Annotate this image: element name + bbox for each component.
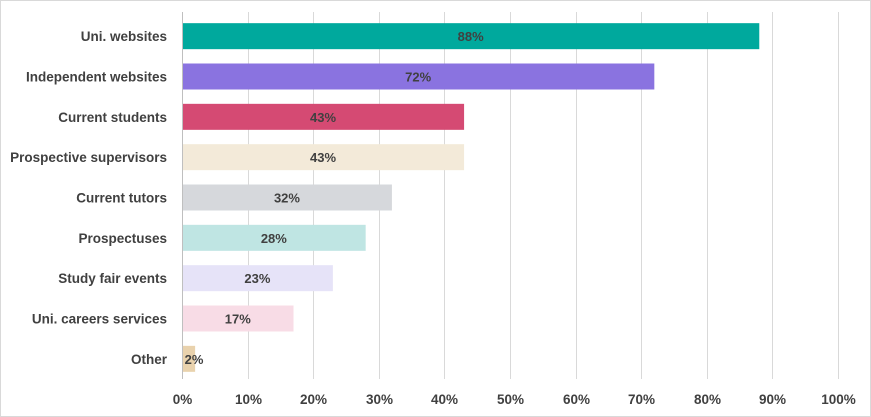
bar bbox=[183, 265, 333, 292]
category-label: Study fair events bbox=[58, 271, 167, 286]
data-label: 28% bbox=[261, 231, 287, 246]
data-label: 43% bbox=[310, 110, 336, 125]
x-tick-labels: 0% 10% 20% 30% 40% 50% 60% 70% 80% 90% 100% bbox=[173, 392, 856, 407]
x-tick-label: 50% bbox=[497, 392, 524, 407]
bar bbox=[183, 23, 760, 50]
category-label: Prospectuses bbox=[78, 231, 167, 246]
x-tick-label: 90% bbox=[759, 392, 786, 407]
bar bbox=[183, 345, 196, 372]
x-tick-label: 10% bbox=[235, 392, 262, 407]
x-tick-label: 60% bbox=[563, 392, 590, 407]
bar bbox=[183, 184, 392, 211]
category-labels: Uni. websites Independent websites Current… bbox=[10, 29, 168, 367]
bars bbox=[183, 23, 760, 372]
data-label: 32% bbox=[274, 191, 300, 206]
category-label: Uni. websites bbox=[81, 29, 167, 44]
category-label: Independent websites bbox=[26, 70, 167, 85]
bar bbox=[183, 63, 655, 90]
x-tick-label: 100% bbox=[821, 392, 856, 407]
data-label: 17% bbox=[225, 312, 251, 327]
data-label: 2% bbox=[185, 352, 204, 367]
category-label: Current students bbox=[58, 110, 167, 125]
bar bbox=[183, 224, 366, 251]
bar bbox=[183, 103, 465, 130]
data-label: 23% bbox=[244, 271, 270, 286]
bar bbox=[183, 144, 465, 171]
data-label: 72% bbox=[405, 70, 431, 85]
bar bbox=[183, 305, 294, 332]
x-tick-label: 30% bbox=[366, 392, 393, 407]
x-tick-label: 70% bbox=[628, 392, 655, 407]
data-label: 88% bbox=[458, 29, 484, 44]
x-tick-label: 20% bbox=[300, 392, 327, 407]
category-label: Prospective supervisors bbox=[10, 150, 167, 165]
x-tick-label: 0% bbox=[173, 392, 193, 407]
data-label: 43% bbox=[310, 150, 336, 165]
data-labels: 88% 72% 43% 43% 32% 28% 23% 17% 2% bbox=[185, 29, 484, 367]
category-label: Current tutors bbox=[76, 191, 167, 206]
category-label: Uni. careers services bbox=[32, 312, 167, 327]
x-tick-label: 80% bbox=[694, 392, 721, 407]
x-tick-label: 40% bbox=[431, 392, 458, 407]
category-label: Other bbox=[131, 352, 168, 367]
